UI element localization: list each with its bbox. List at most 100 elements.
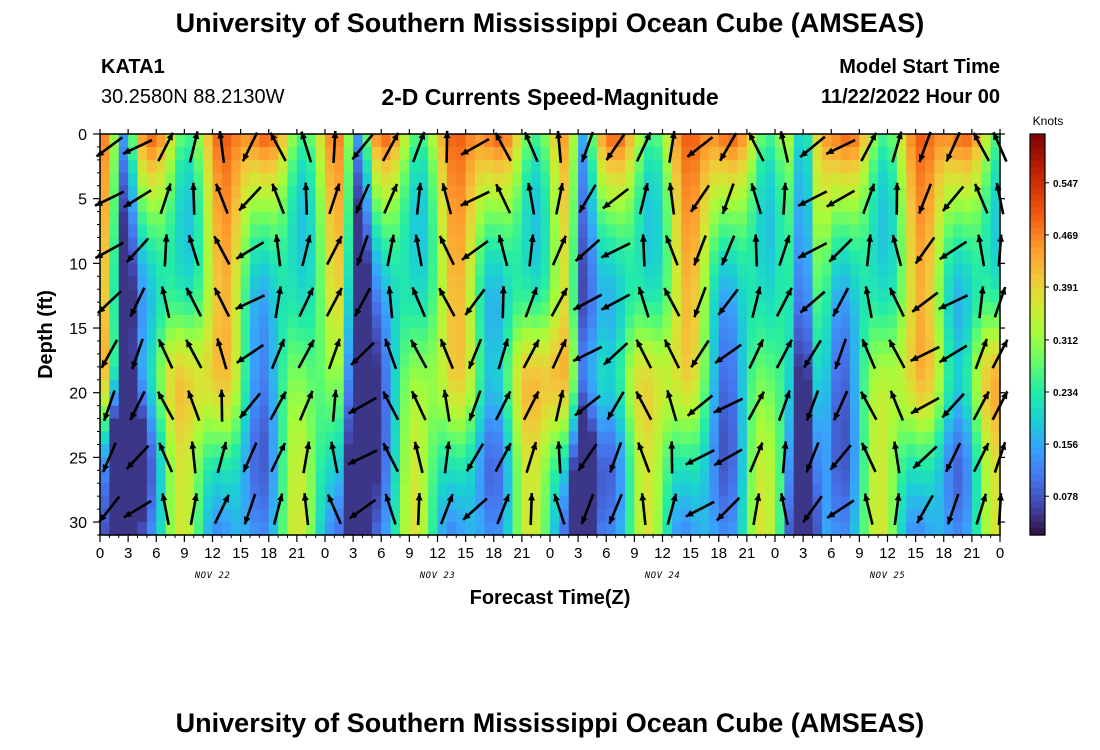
heatmap-cell [456, 366, 467, 381]
heatmap-cell [850, 379, 860, 394]
heatmap-cell [296, 483, 307, 497]
heatmap-cell [521, 315, 532, 329]
current-vector-head [721, 205, 729, 214]
heatmap-cell [962, 418, 973, 433]
heatmap-cell [728, 483, 739, 497]
heatmap-cell [503, 276, 514, 290]
heatmap-cell [418, 431, 429, 446]
heatmap-cell [840, 328, 851, 342]
heatmap-cell [428, 159, 439, 174]
heatmap-cell [850, 470, 860, 484]
current-vector-head [581, 516, 588, 525]
current-vector-head [757, 391, 764, 400]
current-vector-head [460, 199, 469, 206]
heatmap-cell [793, 134, 804, 148]
heatmap-cell [203, 134, 214, 148]
heatmap-cell [165, 522, 176, 536]
heatmap-cell [343, 483, 354, 497]
heatmap-cell [371, 159, 382, 174]
heatmap-cell [259, 418, 270, 433]
heatmap-cell [634, 250, 645, 264]
heatmap-cell [165, 198, 176, 213]
heatmap-cell [700, 315, 710, 329]
heatmap-cell [943, 353, 954, 368]
heatmap-cell [390, 418, 401, 433]
heatmap-cell [315, 134, 326, 148]
heatmap-cell [296, 366, 307, 381]
heatmap-cell [793, 159, 804, 174]
colorbar-swatch [1030, 234, 1045, 242]
heatmap-cell [146, 509, 157, 523]
heatmap-cell [653, 470, 664, 484]
heatmap-cell [971, 483, 982, 497]
heatmap-cell [550, 328, 560, 342]
current-vector-head [982, 443, 989, 452]
heatmap-cell [334, 496, 345, 510]
heatmap-cell [118, 340, 129, 355]
heatmap-cell [943, 509, 954, 523]
heatmap-cell [887, 483, 898, 497]
heatmap-cell [362, 159, 373, 174]
heatmap-cell [775, 224, 785, 239]
heatmap-cell [812, 198, 823, 213]
heatmap-cell [803, 211, 814, 226]
heatmap-cell [756, 146, 767, 161]
heatmap-cell [521, 250, 532, 264]
heatmap-cell [625, 392, 635, 407]
heatmap-cell [915, 379, 926, 394]
current-vector-head [439, 236, 447, 244]
heatmap-cell [962, 483, 973, 497]
heatmap-cell [925, 418, 935, 433]
current-vector-head [123, 147, 131, 154]
heatmap-cell [643, 470, 654, 484]
heatmap-cell [268, 224, 279, 239]
current-vector-head [214, 287, 222, 296]
heatmap-cell [568, 470, 579, 484]
heatmap-cell [643, 159, 654, 174]
heatmap-cell [803, 366, 814, 381]
current-vector-head [383, 391, 390, 400]
heatmap-cell [971, 522, 982, 536]
heatmap-cell [596, 392, 607, 407]
heatmap-cell [296, 263, 307, 277]
heatmap-cell [690, 418, 701, 433]
heatmap-cell [371, 509, 382, 523]
x-tick-label: 3 [799, 545, 807, 562]
heatmap-cell [784, 470, 795, 484]
heatmap-cell [531, 444, 542, 458]
heatmap-cell [221, 496, 232, 510]
heatmap-cell [418, 405, 429, 420]
heatmap-cell [287, 379, 298, 394]
current-vector-head [637, 286, 645, 295]
current-vector-head [691, 359, 699, 368]
heatmap-cell [137, 211, 148, 226]
current-vector-head [352, 151, 360, 160]
heatmap-cell [728, 431, 739, 446]
heatmap-cell [409, 444, 420, 458]
heatmap-cell [240, 134, 251, 148]
heatmap-cell [671, 237, 682, 252]
heatmap-cell [746, 483, 757, 497]
colorbar-swatch [1030, 514, 1045, 523]
heatmap-cell [231, 198, 242, 213]
current-vector-head [639, 234, 647, 242]
heatmap-cell [165, 146, 176, 161]
heatmap-cell [906, 185, 917, 200]
heatmap-cell [475, 328, 485, 342]
heatmap-cell [381, 470, 392, 484]
heatmap-cell [859, 328, 870, 342]
heatmap-cell [437, 405, 448, 420]
heatmap-cell [615, 276, 626, 290]
heatmap-cell [493, 211, 504, 226]
heatmap-cell [990, 366, 1001, 381]
heatmap-cell [446, 470, 457, 484]
heatmap-cell [240, 444, 251, 458]
heatmap-cell [296, 146, 307, 161]
heatmap-cell [512, 496, 523, 510]
y-tick-label: 5 [78, 192, 87, 209]
heatmap-cell [137, 315, 148, 329]
heatmap-cell [887, 237, 898, 252]
heatmap-cell [175, 134, 185, 148]
heatmap-cell [137, 250, 148, 264]
heatmap-cell [390, 211, 401, 226]
